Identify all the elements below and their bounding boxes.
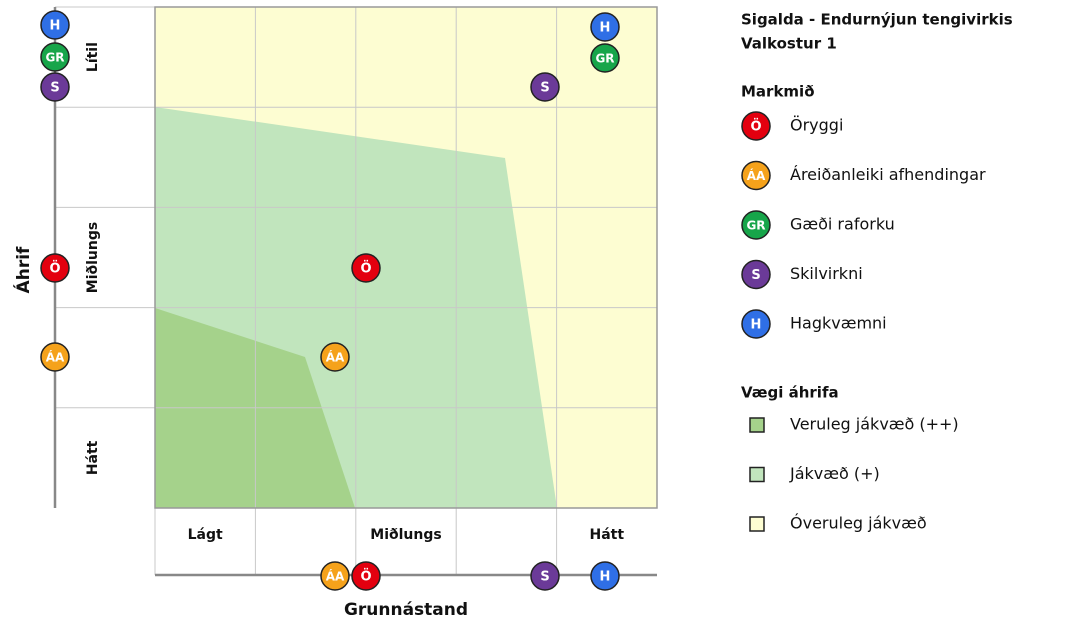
marker-label: GR xyxy=(746,219,765,233)
marker-label: H xyxy=(600,21,611,36)
marker xyxy=(741,210,771,240)
marker xyxy=(590,12,620,42)
marker xyxy=(351,253,381,283)
title: Sigalda - Endurnýjun tengivirkis xyxy=(741,11,1013,29)
grid xyxy=(55,6,658,575)
marker-label: S xyxy=(540,81,549,96)
row-label: Hátt xyxy=(85,440,101,475)
marker xyxy=(590,561,620,591)
marker xyxy=(40,42,70,72)
grid-border xyxy=(154,6,658,509)
col-label: Hátt xyxy=(590,527,625,543)
legend-label: Jákvæð (+) xyxy=(789,464,880,483)
marker-label: ÁA xyxy=(326,350,345,365)
marker xyxy=(741,309,771,339)
marker-label: H xyxy=(751,318,762,333)
legend-label: Veruleg jákvæð (++) xyxy=(790,415,959,434)
marker-label: GR xyxy=(45,51,64,65)
marker xyxy=(351,561,381,591)
marker xyxy=(40,10,70,40)
legend-title: Vægi áhrifa xyxy=(741,384,839,402)
marker-label: ÁA xyxy=(747,168,766,183)
marker-label: H xyxy=(50,19,61,34)
col-label: Miðlungs xyxy=(370,527,441,543)
title: Valkostur 1 xyxy=(741,35,837,53)
marker xyxy=(741,111,771,141)
legend-swatch xyxy=(749,417,765,433)
marker xyxy=(40,72,70,102)
marker-label: S xyxy=(50,81,59,96)
legend-swatch xyxy=(749,466,765,483)
legend-label: Hagkvæmni xyxy=(790,314,887,333)
legend-title: Markmið xyxy=(741,83,815,101)
row-label: Miðlungs xyxy=(85,222,101,293)
legend-label: Áreiðanleiki afhendingar xyxy=(790,165,986,184)
y-axis-label: Áhrif xyxy=(12,246,34,293)
x-axis-label: Grunnástand xyxy=(344,600,468,620)
marker-label: Ö xyxy=(360,569,371,585)
marker-label: Ö xyxy=(360,261,371,277)
marker-label: S xyxy=(751,268,760,283)
marker xyxy=(590,43,620,73)
marker xyxy=(741,259,771,290)
col-label: Lágt xyxy=(188,527,223,543)
marker-label: GR xyxy=(595,52,614,66)
marker xyxy=(320,342,350,372)
marker xyxy=(530,561,560,591)
marker xyxy=(40,342,70,372)
row-label: Lítil xyxy=(85,42,101,72)
legend-label: Öryggi xyxy=(790,116,843,135)
legend-label: Skilvirkni xyxy=(790,264,863,283)
marker-label: S xyxy=(540,570,549,585)
legend-swatch xyxy=(749,516,765,532)
marker-label: H xyxy=(600,570,611,585)
marker-label: Ö xyxy=(49,261,60,277)
marker xyxy=(40,253,70,283)
marker-label: ÁA xyxy=(326,569,345,584)
legend-label: Gæði raforku xyxy=(790,215,895,234)
marker xyxy=(530,72,560,102)
marker xyxy=(320,561,350,591)
marker-label: ÁA xyxy=(46,350,65,365)
legend-label: Óveruleg jákvæð xyxy=(790,514,927,533)
marker xyxy=(741,160,771,191)
marker-label: Ö xyxy=(750,119,761,135)
